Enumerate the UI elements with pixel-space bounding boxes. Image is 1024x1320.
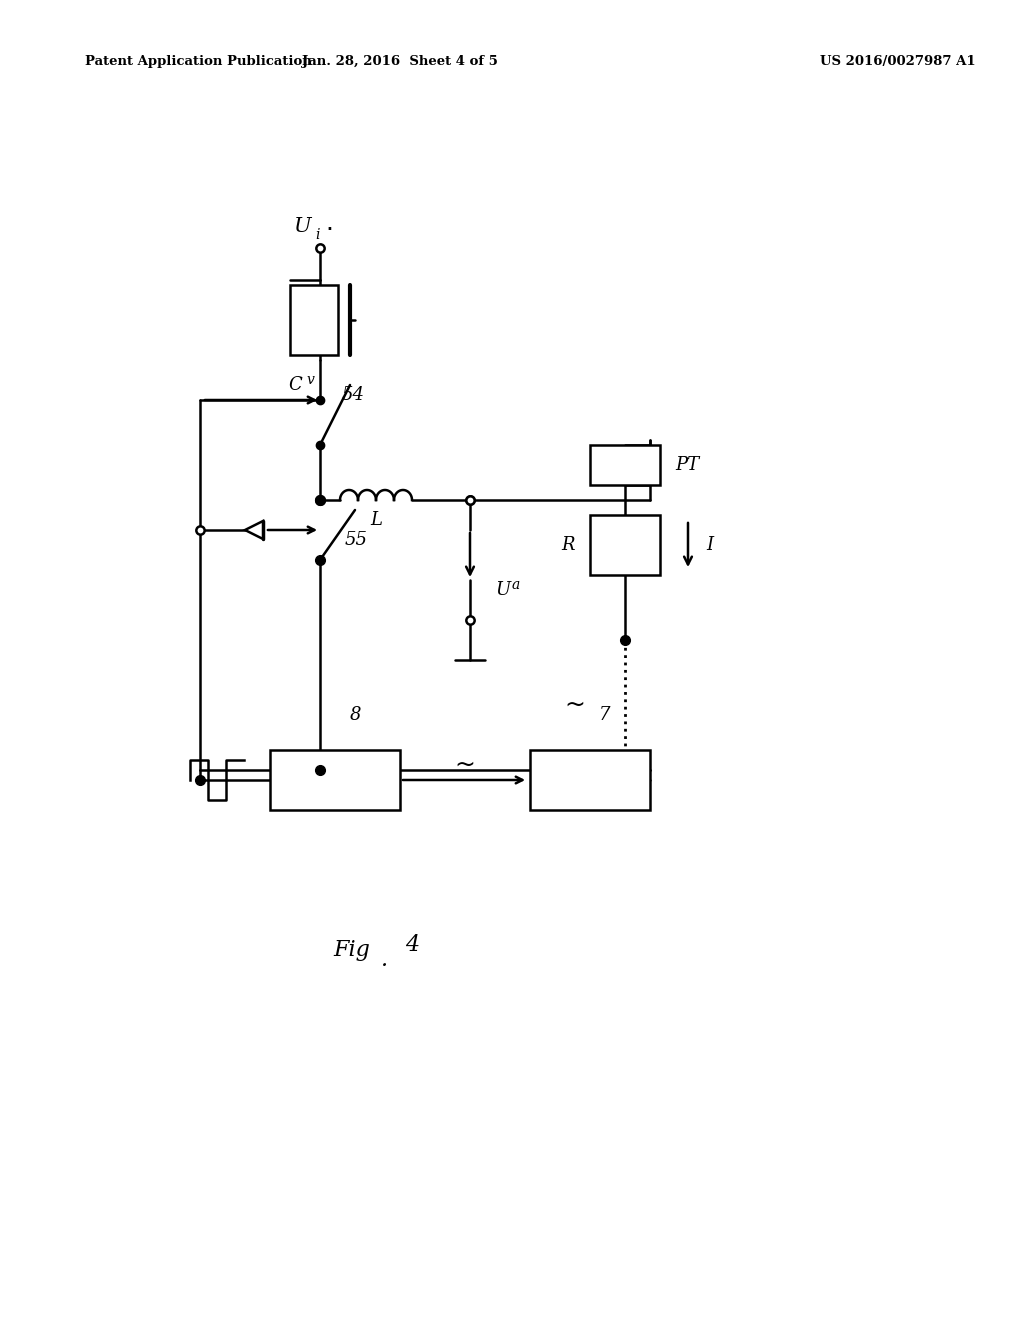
Text: ~: ~ <box>337 704 343 713</box>
Bar <box>530 750 650 810</box>
Text: v: v <box>306 374 314 387</box>
Text: .: . <box>380 949 387 972</box>
Text: a: a <box>512 578 520 591</box>
Text: 0: 0 <box>601 768 610 781</box>
Text: PT: PT <box>675 455 699 474</box>
Text: 7: 7 <box>599 706 610 723</box>
Bar <box>590 445 660 484</box>
Bar <box>590 515 660 576</box>
Text: ~: ~ <box>455 752 475 777</box>
Text: US 2016/0027987 A1: US 2016/0027987 A1 <box>820 55 976 69</box>
Text: U: U <box>495 581 510 599</box>
Text: Patent Application Publication: Patent Application Publication <box>85 55 311 69</box>
Text: 8: 8 <box>349 706 360 723</box>
Text: I: I <box>706 536 713 554</box>
Text: R: R <box>561 536 575 554</box>
Text: L: L <box>370 511 382 529</box>
Bar <box>290 285 338 355</box>
Text: 4: 4 <box>406 935 419 956</box>
Text: V: V <box>583 771 597 789</box>
Text: ~: ~ <box>564 693 586 717</box>
Text: 54: 54 <box>342 385 365 404</box>
Text: +: + <box>295 312 309 329</box>
Text: i: i <box>315 228 319 242</box>
Polygon shape <box>245 521 263 539</box>
Bar <box>270 750 400 810</box>
Text: Jan. 28, 2016  Sheet 4 of 5: Jan. 28, 2016 Sheet 4 of 5 <box>302 55 498 69</box>
Text: U: U <box>293 216 311 235</box>
Text: C: C <box>288 376 302 393</box>
Text: Fig: Fig <box>333 939 370 961</box>
Text: 55: 55 <box>345 531 368 549</box>
Text: ·: · <box>325 218 333 242</box>
